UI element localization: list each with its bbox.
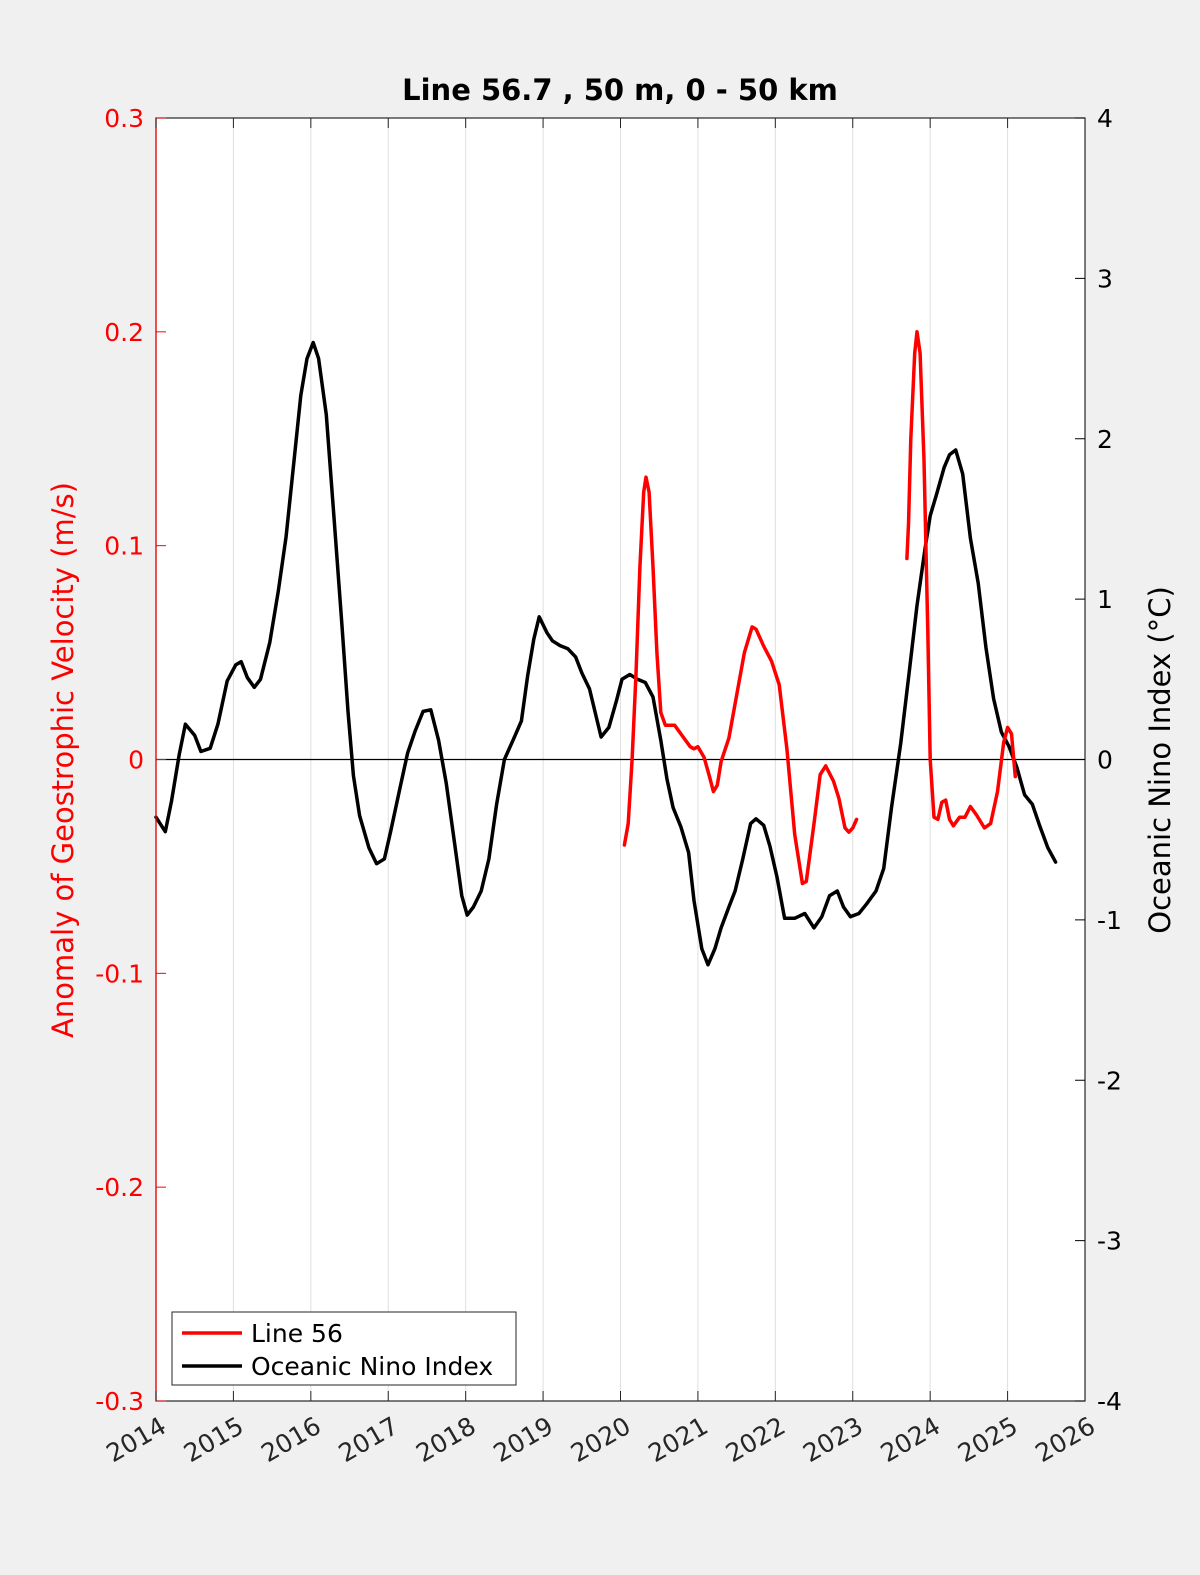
legend-box xyxy=(171,1311,517,1386)
y-right-tick-label: -1 xyxy=(1097,906,1122,935)
left-axis: -0.3 -0.2 -0.1 0 0.1 0.2 0.3 xyxy=(95,104,166,1416)
x-tick-label: 2015 xyxy=(179,1411,249,1468)
y-left-tick-label: 0 xyxy=(128,746,144,775)
series-line-line-56-segment-1 xyxy=(905,330,1018,830)
series-line-line-56-segment-0 xyxy=(622,475,859,886)
x-tick-label: 2017 xyxy=(334,1411,404,1468)
y-right-tick-label: 3 xyxy=(1097,264,1113,293)
x-tick-label: 2023 xyxy=(798,1411,868,1468)
x-tick-label: 2022 xyxy=(721,1411,791,1468)
series-line-oni-segment-0 xyxy=(154,340,1058,967)
y-right-tick-label: -4 xyxy=(1097,1387,1122,1416)
x-tick-label: 2018 xyxy=(411,1411,481,1468)
y-left-tick-label: 0.3 xyxy=(104,104,144,133)
legend: Line 56 Oceanic Nino Index xyxy=(171,1311,517,1386)
y-right-tick-label: 0 xyxy=(1097,746,1113,775)
x-tick-label: 2026 xyxy=(1030,1411,1100,1468)
legend-label-oni: Oceanic Nino Index xyxy=(251,1352,493,1381)
x-tick-label: 2024 xyxy=(876,1411,946,1468)
y-left-tick-label: -0.2 xyxy=(95,1173,144,1202)
legend-label-line-56: Line 56 xyxy=(251,1319,343,1348)
x-tick-label: 2025 xyxy=(953,1411,1023,1468)
y-left-tick-label: -0.1 xyxy=(95,959,144,988)
right-axis: -4 -3 -2 -1 0 1 2 3 4 xyxy=(1075,104,1122,1416)
y-right-tick-label: -3 xyxy=(1097,1227,1122,1256)
x-tick-label: 2014 xyxy=(101,1411,171,1468)
series-layer xyxy=(154,330,1058,967)
y-left-tick-label: 0.2 xyxy=(104,318,144,347)
y-right-tick-label: 4 xyxy=(1097,104,1113,133)
y-right-tick-label: 1 xyxy=(1097,585,1113,614)
y-axis-label-left: Anomaly of Geostrophic Velocity (m/s) xyxy=(46,482,80,1038)
y-axis-label-right: Oceanic Nino Index (°C) xyxy=(1143,586,1177,934)
y-left-tick-label: 0.1 xyxy=(104,532,144,561)
x-tick-label: 2016 xyxy=(256,1411,326,1468)
y-left-tick-label: -0.3 xyxy=(95,1387,144,1416)
x-tick-label: 2021 xyxy=(643,1411,713,1468)
y-right-tick-label: 2 xyxy=(1097,425,1113,454)
y-right-tick-label: -2 xyxy=(1097,1066,1122,1095)
x-tick-label: 2019 xyxy=(488,1411,558,1468)
x-tick-label: 2020 xyxy=(566,1411,636,1468)
chart-title: Line 56.7 , 50 m, 0 - 50 km xyxy=(402,73,838,107)
